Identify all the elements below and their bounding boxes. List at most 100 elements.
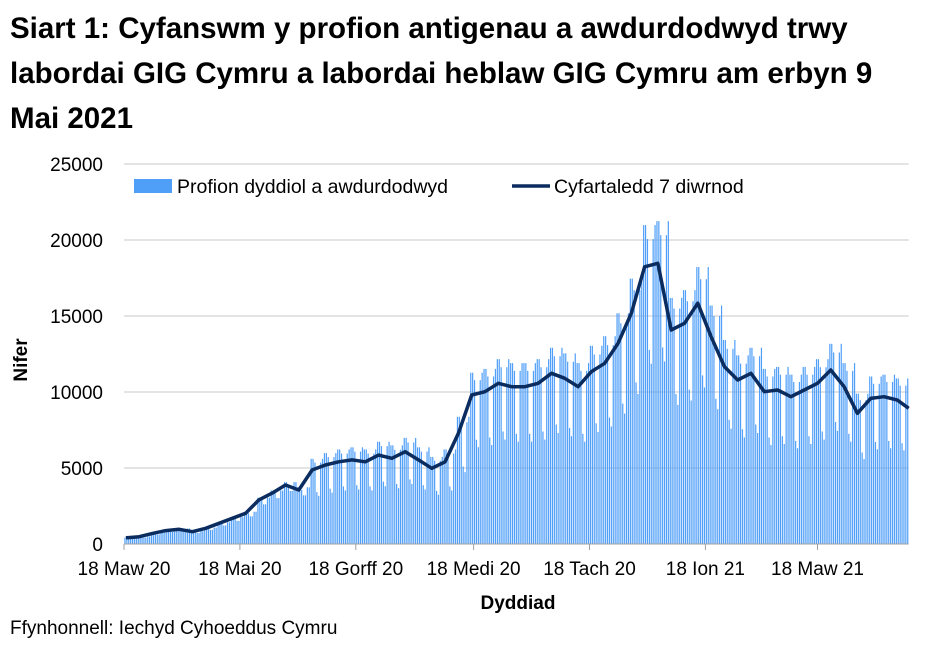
daily-tests-bar	[289, 490, 291, 544]
daily-tests-bar	[715, 398, 717, 544]
daily-tests-bar	[869, 376, 871, 544]
y-tick-label: 10000	[50, 383, 103, 404]
daily-tests-bar	[631, 278, 633, 544]
daily-tests-bar	[899, 385, 901, 544]
daily-tests-bar	[418, 447, 421, 544]
daily-tests-bar	[198, 532, 200, 544]
daily-tests-bar	[413, 442, 415, 544]
daily-tests-bar	[650, 363, 652, 544]
daily-tests-bar	[365, 449, 367, 544]
bar-series	[124, 221, 909, 545]
daily-tests-bar	[768, 437, 770, 544]
daily-tests-bar	[299, 487, 301, 544]
daily-tests-bar	[842, 363, 844, 544]
daily-tests-bar	[194, 531, 196, 544]
daily-tests-bar	[515, 433, 517, 544]
daily-tests-bar	[358, 489, 360, 544]
daily-tests-bar	[485, 368, 487, 544]
daily-tests-bar	[608, 417, 611, 544]
daily-tests-bar	[257, 497, 259, 544]
daily-tests-bar	[532, 370, 535, 544]
daily-tests-bar	[764, 368, 766, 544]
daily-tests-bar	[551, 347, 554, 544]
daily-tests-bar	[755, 424, 757, 544]
daily-tests-bar	[557, 433, 559, 544]
daily-tests-bar	[734, 340, 736, 544]
y-tick-label: 0	[92, 535, 103, 556]
daily-tests-bar	[800, 374, 802, 544]
daily-tests-bar	[339, 449, 341, 544]
y-axis-label: Nifer	[11, 338, 32, 382]
y-tick-label: 15000	[50, 307, 103, 328]
daily-tests-bar	[441, 456, 443, 544]
daily-tests-bar	[728, 419, 730, 544]
daily-tests-bar	[677, 404, 679, 544]
daily-tests-bar	[133, 537, 136, 544]
daily-tests-bar	[612, 345, 614, 544]
daily-tests-bar	[850, 441, 852, 544]
daily-tests-bar	[506, 367, 508, 544]
daily-tests-bar	[318, 495, 320, 544]
daily-tests-bar	[513, 370, 516, 544]
daily-tests-bar	[491, 445, 493, 544]
daily-tests-bar	[236, 520, 238, 544]
x-tick-label: 18 Gorff 20	[308, 559, 403, 580]
daily-tests-bar	[304, 495, 307, 544]
daily-tests-bar	[141, 536, 143, 544]
daily-tests-bar	[397, 488, 400, 544]
daily-tests-bar	[166, 530, 168, 544]
seven-day-average-line	[125, 261, 910, 540]
daily-tests-bar	[682, 290, 685, 544]
daily-tests-bar	[335, 453, 337, 544]
daily-tests-bar	[479, 380, 481, 544]
daily-tests-bar	[390, 445, 392, 544]
daily-tests-bar	[684, 290, 687, 544]
y-tick-label: 25000	[50, 155, 103, 176]
daily-tests-bar	[230, 517, 232, 544]
daily-tests-bar	[192, 531, 194, 544]
source-note: Ffynhonnell: Iechyd Cyhoeddus Cymru	[10, 618, 338, 639]
daily-tests-bar	[510, 363, 512, 544]
daily-tests-bar	[177, 528, 179, 544]
daily-tests-bar	[388, 441, 390, 544]
daily-tests-bar	[472, 372, 474, 544]
daily-tests-bar	[247, 513, 250, 544]
daily-tests-bar	[190, 531, 193, 544]
daily-tests-bar	[810, 443, 812, 544]
daily-tests-bar	[481, 372, 483, 544]
daily-tests-bar	[363, 449, 365, 544]
daily-tests-bar	[188, 528, 191, 544]
daily-tests-bar	[622, 403, 624, 544]
daily-tests-bar	[492, 376, 495, 544]
daily-tests-bar	[200, 531, 202, 544]
daily-tests-bar	[333, 457, 335, 544]
daily-tests-bar	[620, 323, 622, 544]
daily-tests-bar	[282, 490, 284, 544]
daily-tests-bar	[652, 239, 654, 544]
daily-tests-bar	[603, 336, 605, 544]
daily-tests-bar	[878, 383, 880, 544]
daily-tests-bar	[301, 490, 303, 544]
daily-tests-bar	[643, 225, 645, 544]
daily-tests-bar	[312, 458, 314, 544]
daily-tests-bar	[779, 374, 782, 544]
daily-tests-bar	[411, 483, 413, 544]
daily-tests-bar	[432, 456, 434, 544]
daily-tests-bar	[738, 355, 740, 544]
daily-tests-bar	[276, 498, 278, 544]
daily-tests-bar	[280, 490, 282, 544]
daily-tests-bar	[137, 536, 139, 544]
daily-tests-bar	[234, 518, 236, 544]
daily-tests-bar	[893, 374, 896, 544]
daily-tests-bar	[836, 430, 839, 544]
daily-tests-bar	[905, 385, 907, 544]
daily-tests-bar	[340, 453, 343, 544]
daily-tests-bar	[458, 416, 460, 544]
daily-tests-bar	[386, 446, 388, 544]
daily-tests-bar	[601, 345, 603, 544]
daily-tests-bar	[901, 443, 903, 544]
legend-swatch-bars	[134, 179, 172, 193]
daily-tests-bar	[791, 374, 793, 544]
legend-label-bars: Profion dyddiol a awdurdodwyd	[177, 176, 448, 198]
daily-tests-bar	[804, 366, 806, 544]
